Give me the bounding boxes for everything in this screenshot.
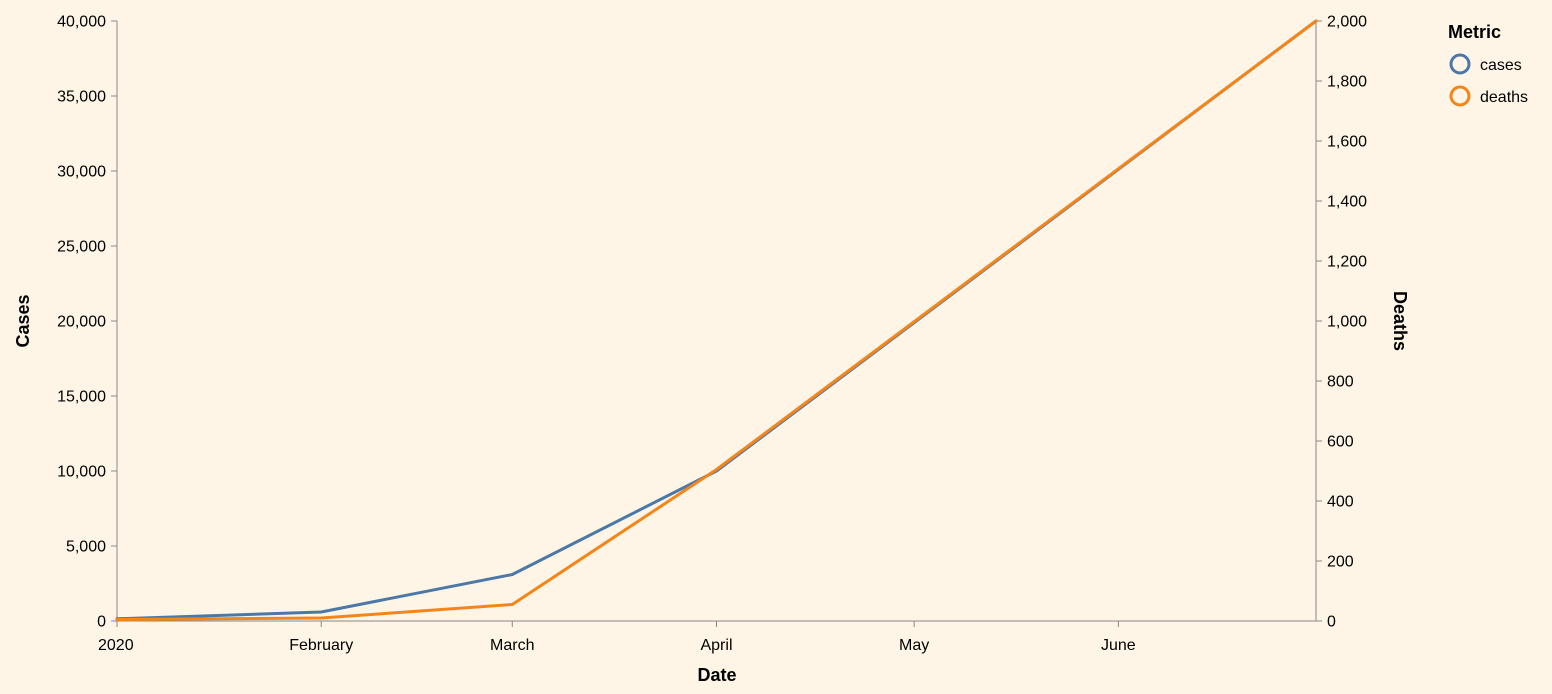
y-left-tick-label: 25,000 bbox=[57, 239, 106, 256]
series-line-cases bbox=[115, 19, 1318, 621]
y-right-tick-label: 1,000 bbox=[1327, 314, 1367, 331]
y-right-tick-label: 400 bbox=[1327, 494, 1354, 511]
y-right-tick-label: 1,600 bbox=[1327, 134, 1367, 151]
x-tick-label: 2020 bbox=[98, 637, 134, 654]
y-right-tick-label: 1,800 bbox=[1327, 74, 1367, 91]
legend: Metric cases deaths bbox=[1448, 22, 1528, 107]
x-tick-label: April bbox=[700, 637, 732, 654]
y-left-tick-label: 40,000 bbox=[57, 14, 106, 31]
y-right-tick-label: 0 bbox=[1327, 614, 1336, 631]
y-right-tick-label: 200 bbox=[1327, 554, 1354, 571]
legend-title: Metric bbox=[1448, 22, 1501, 42]
y-right-tick-label: 600 bbox=[1327, 434, 1354, 451]
legend-label-cases: cases bbox=[1480, 57, 1522, 74]
x-axis-title: Date bbox=[697, 665, 736, 685]
axes: 0 5,000 10,000 15,000 20,000 25,000 30,000 35,0… bbox=[57, 14, 1367, 655]
y-left-tick-label: 30,000 bbox=[57, 164, 106, 181]
y-left-tick-label: 10,000 bbox=[57, 464, 106, 481]
y-left-tick-label: 20,000 bbox=[57, 314, 106, 331]
y-right-tick-label: 1,200 bbox=[1327, 254, 1367, 271]
x-tick-label: June bbox=[1101, 637, 1136, 654]
x-tick-label: February bbox=[289, 637, 353, 654]
series-line-deaths bbox=[115, 19, 1318, 621]
y-right-tick-label: 800 bbox=[1327, 374, 1354, 391]
y-axis-right-title: Deaths bbox=[1390, 291, 1410, 351]
legend-label-deaths: deaths bbox=[1480, 89, 1528, 106]
series-lines bbox=[115, 19, 1318, 621]
y-axis-left-title: Cases bbox=[13, 294, 33, 347]
y-right-tick-label: 1,400 bbox=[1327, 194, 1367, 211]
x-tick-label: May bbox=[899, 637, 929, 654]
x-tick-label: March bbox=[490, 637, 534, 654]
y-left-tick-label: 35,000 bbox=[57, 89, 106, 106]
y-left-tick-label: 5,000 bbox=[66, 539, 106, 556]
y-left-tick-label: 15,000 bbox=[57, 389, 106, 406]
legend-symbol-cases bbox=[1449, 53, 1471, 75]
legend-symbol-deaths bbox=[1449, 85, 1471, 107]
y-left-tick-label: 0 bbox=[97, 614, 106, 631]
y-right-tick-label: 2,000 bbox=[1327, 14, 1367, 31]
